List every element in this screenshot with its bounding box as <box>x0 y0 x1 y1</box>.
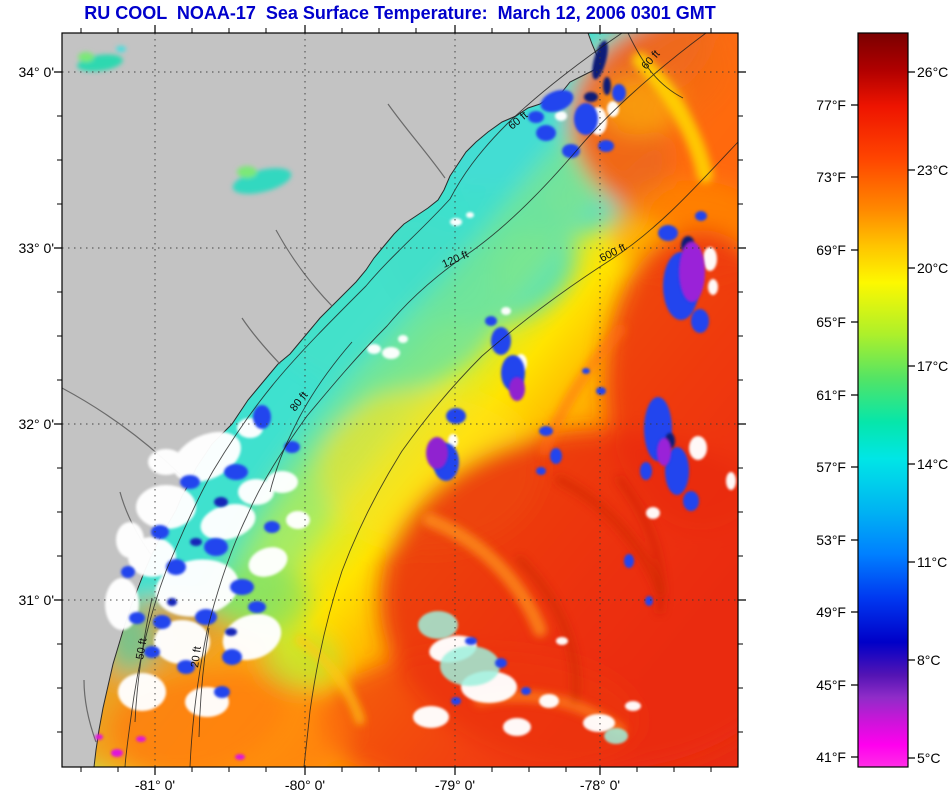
page-title: RU COOL NOAA-17 Sea Surface Temperature:… <box>84 3 716 23</box>
fahrenheit-label: 61°F <box>816 387 846 403</box>
celsius-label: 8°C <box>917 652 941 668</box>
fahrenheit-label: 49°F <box>816 604 846 620</box>
x-tick-label: -81° 0' <box>135 777 175 793</box>
map-plot-area: 60 ft 60 ft 120 ft 600 ft 80 ft 50 ft 20… <box>62 33 738 767</box>
colorbar-fahrenheit-labels: 77°F 73°F 69°F 65°F 61°F 57°F 53°F 49°F … <box>816 97 846 765</box>
fahrenheit-label: 65°F <box>816 314 846 330</box>
fahrenheit-label: 41°F <box>816 749 846 765</box>
axis-minor-ticks <box>57 28 743 772</box>
fahrenheit-label: 73°F <box>816 169 846 185</box>
y-tick-label: 31° 0' <box>18 592 54 608</box>
celsius-label: 26°C <box>917 64 948 80</box>
inland-lakes <box>77 46 292 194</box>
plot-border <box>61 32 739 768</box>
contour-label: 20 ft <box>189 646 204 669</box>
cloud-cyan-fringes <box>418 611 628 744</box>
fahrenheit-label: 53°F <box>816 532 846 548</box>
cloud-blue-speckles <box>121 84 709 705</box>
celsius-label: 17°C <box>917 358 948 374</box>
colorbar-gradient <box>857 32 909 768</box>
bathymetry-contours <box>124 33 738 767</box>
fahrenheit-label: 69°F <box>816 242 846 258</box>
colorbar-ticks <box>851 71 915 759</box>
x-tick-label: -78° 0' <box>580 777 620 793</box>
graticule <box>62 33 738 767</box>
y-axis-labels: 34° 0' 33° 0' 32° 0' 31° 0' <box>18 64 54 608</box>
celsius-label: 5°C <box>917 750 941 766</box>
colorbar-celsius-labels: 26°C 23°C 20°C 17°C 14°C 11°C 8°C 5°C <box>917 64 948 766</box>
y-tick-label: 32° 0' <box>18 416 54 432</box>
x-tick-label: -79° 0' <box>435 777 475 793</box>
celsius-label: 11°C <box>917 554 947 570</box>
celsius-label: 14°C <box>917 456 948 472</box>
x-axis-labels: -81° 0' -80° 0' -79° 0' -78° 0' <box>135 777 620 793</box>
cloud-white-patches <box>105 101 736 736</box>
fahrenheit-label: 45°F <box>816 677 846 693</box>
cloud-cold-cores <box>95 40 705 760</box>
y-tick-label: 34° 0' <box>18 64 54 80</box>
x-tick-label: -80° 0' <box>285 777 325 793</box>
contour-label: 50 ft <box>134 637 150 660</box>
celsius-label: 20°C <box>917 260 948 276</box>
fahrenheit-label: 57°F <box>816 459 846 475</box>
colorbar: 77°F 73°F 69°F 65°F 61°F 57°F 53°F 49°F … <box>816 32 948 768</box>
axis-major-ticks <box>54 25 746 775</box>
celsius-label: 23°C <box>917 162 948 178</box>
y-tick-label: 33° 0' <box>18 240 54 256</box>
fahrenheit-label: 77°F <box>816 97 846 113</box>
